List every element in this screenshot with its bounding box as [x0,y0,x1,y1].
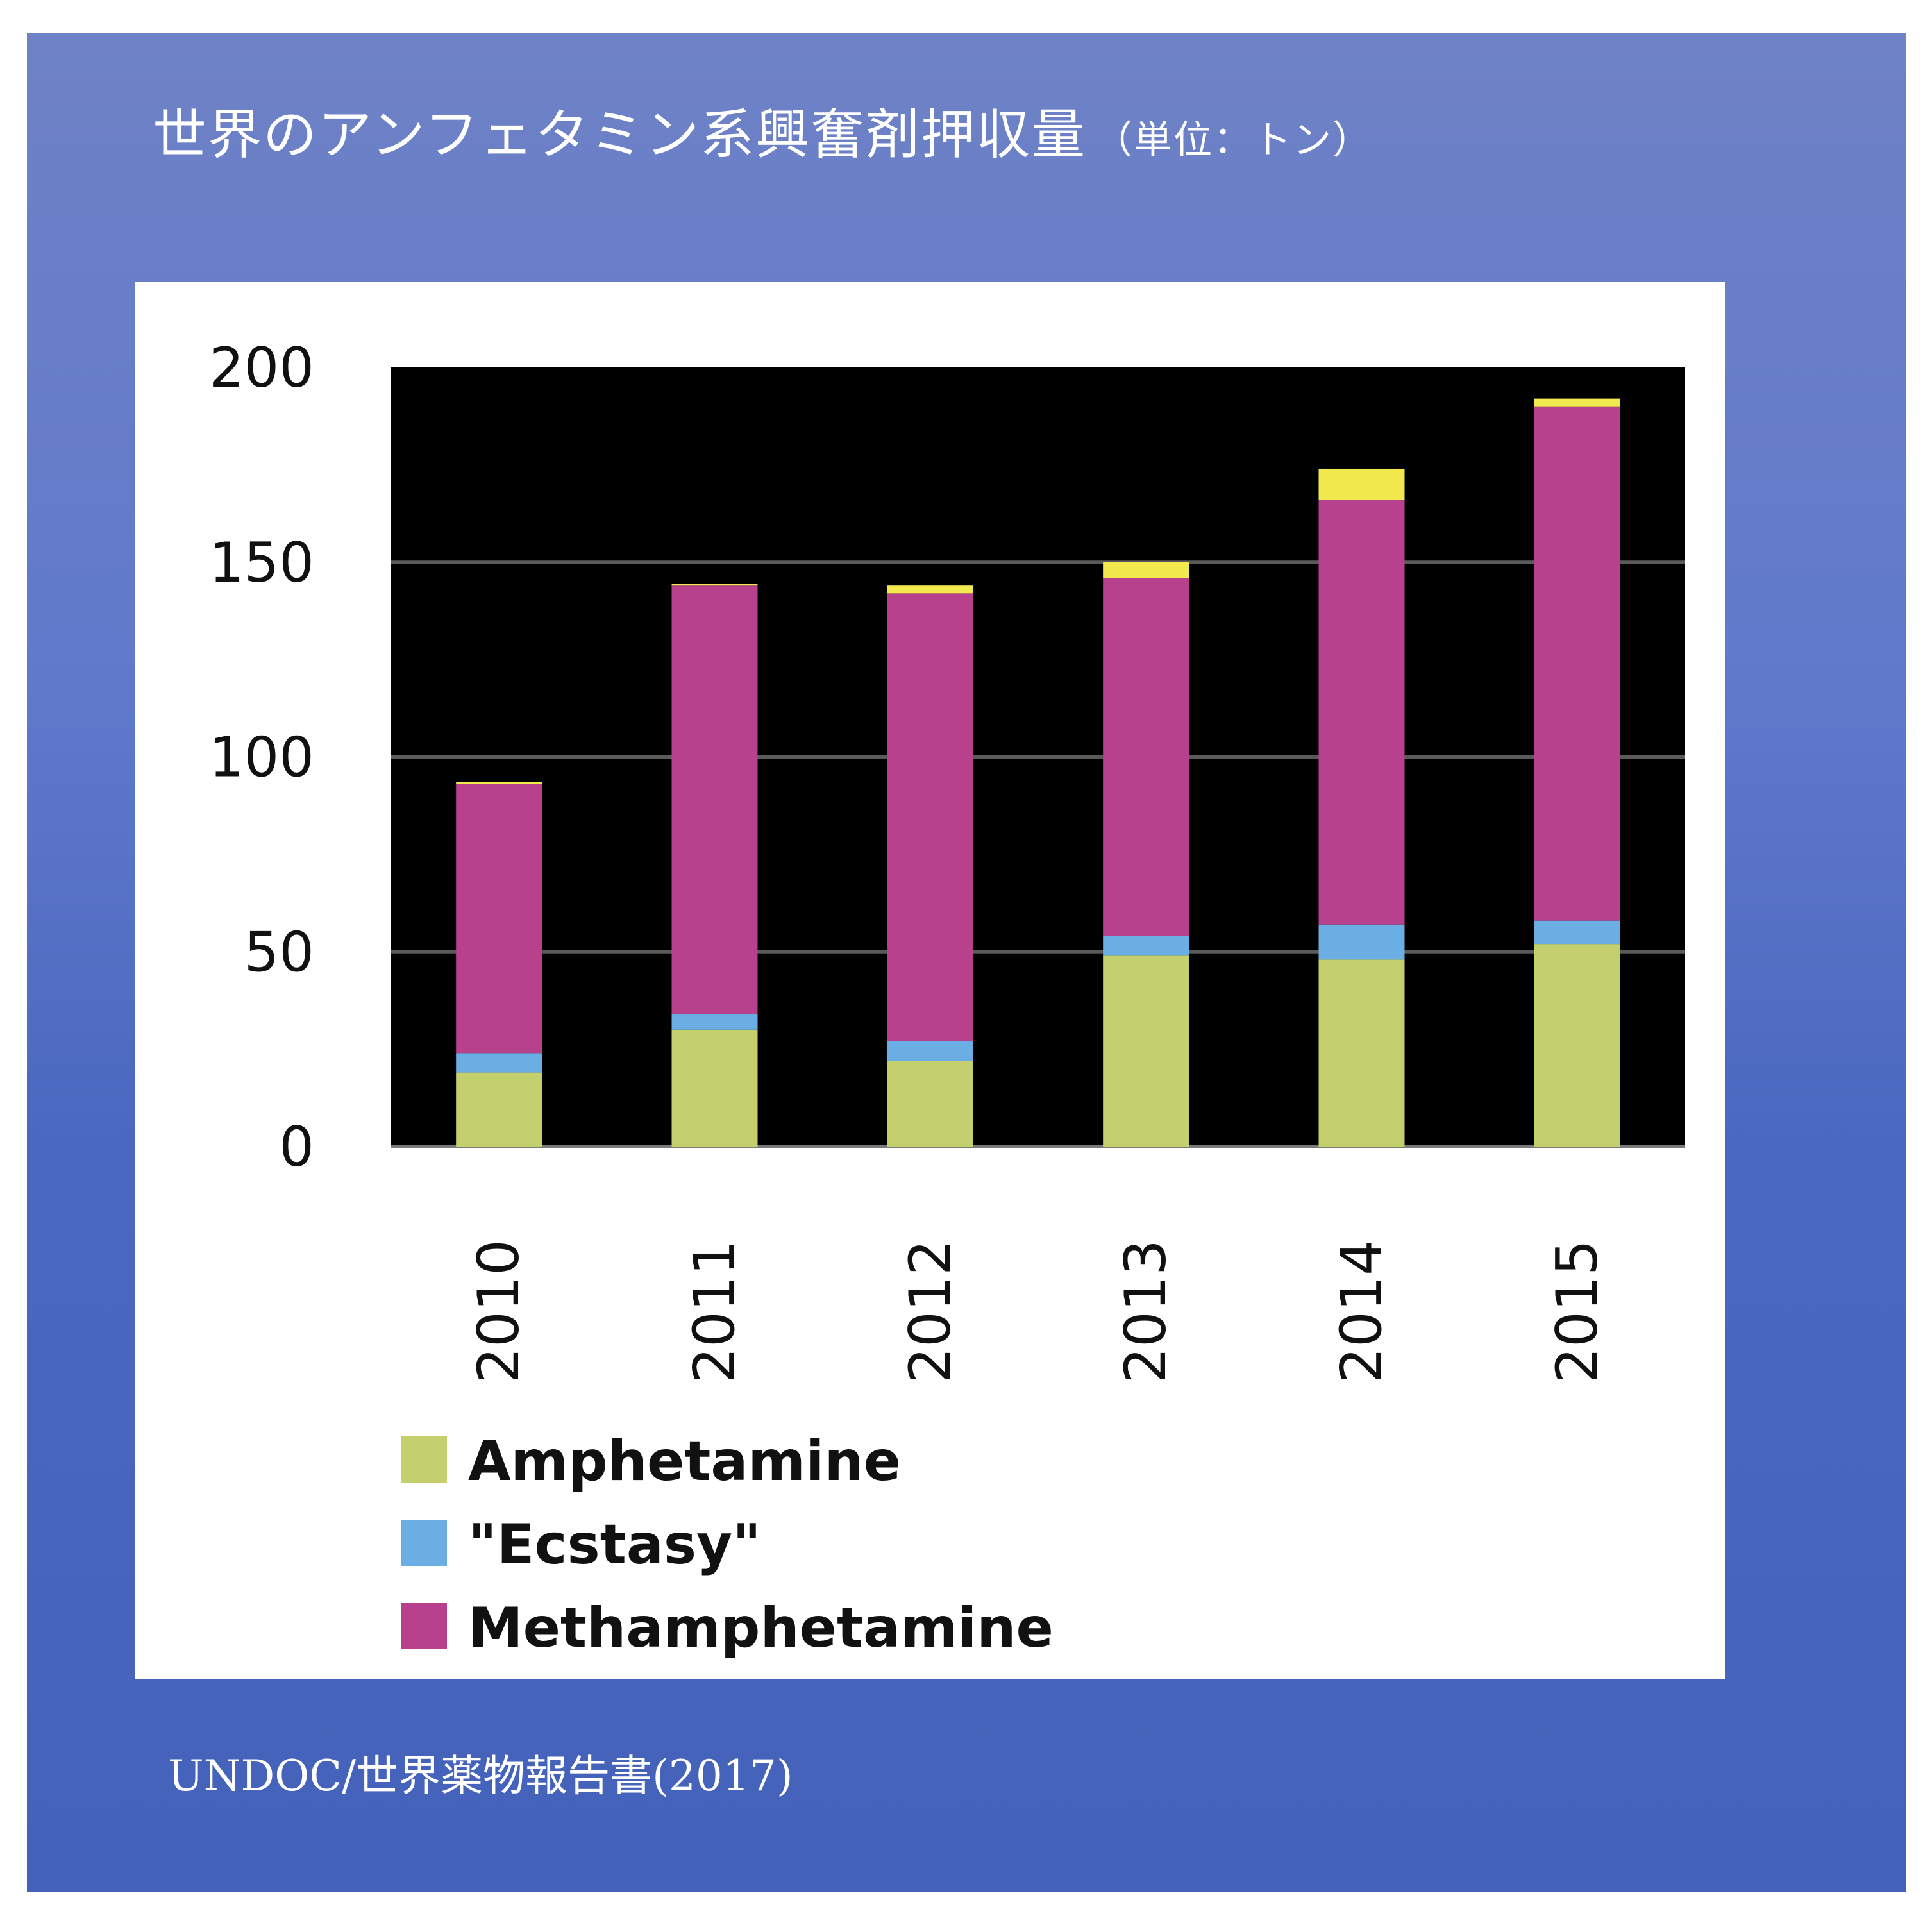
bar-ecstasy-2015 [1534,920,1620,945]
legend-swatch [401,1436,447,1483]
bar-nonspecifiedats-2010 [456,782,542,785]
x-tick-label: 2013 [1113,1240,1179,1383]
legend-swatch [401,1520,447,1566]
y-tick-label: 50 [244,920,314,984]
x-tick-label: 2010 [466,1240,532,1383]
title-unit: （単位：トン） [1094,118,1373,163]
bar-methamphetamine-2015 [1534,406,1620,921]
bar-amphetamine-2010 [456,1072,542,1147]
legend-label: Methamphetamine [468,1596,1054,1660]
bar-ecstasy-2014 [1318,924,1405,960]
bar-amphetamine-2014 [1318,959,1405,1147]
bar-ecstasy-2012 [887,1041,973,1061]
y-tick-label: 200 [209,336,314,400]
x-tick-label: 2011 [682,1240,748,1383]
bar-nonspecifiedats-2014 [1318,468,1405,500]
stacked-bar-chart: 0 50 100 150 200 2010 2011 2012 2013 2014 2015 Amph… [209,336,1685,1660]
bar-methamphetamine-2012 [887,593,973,1041]
bar-methamphetamine-2013 [1103,578,1189,936]
bar-methamphetamine-2014 [1318,500,1405,925]
y-tick-label: 0 [279,1115,314,1179]
bar-nonspecifiedats-2011 [671,584,758,586]
bar-nonspecifiedats-2012 [887,585,973,594]
legend-label: Amphetamine [468,1429,901,1493]
bar-ecstasy-2013 [1103,936,1189,956]
source-citation: UNDOC/世界薬物報告書(2017) [168,1751,793,1801]
bar-ecstasy-2011 [671,1014,758,1030]
bar-amphetamine-2015 [1534,944,1620,1147]
y-tick-label: 100 [209,726,314,790]
legend-label: "Ecstasy" [468,1513,761,1577]
bar-ecstasy-2010 [456,1053,542,1073]
bar-methamphetamine-2011 [671,585,758,1014]
bar-methamphetamine-2010 [456,784,542,1054]
bar-nonspecifiedats-2013 [1103,562,1189,578]
bar-amphetamine-2012 [887,1061,973,1147]
x-tick-label: 2012 [897,1240,963,1383]
bar-amphetamine-2013 [1103,955,1189,1147]
title-text: 世界のアンフェタミン系興奮剤押収量 [153,103,1087,166]
x-tick-label: 2015 [1544,1240,1610,1383]
x-tick-label: 2014 [1329,1240,1395,1383]
legend-swatch [401,1603,447,1649]
y-tick-label: 150 [209,531,314,595]
page-title: 世界のアンフェタミン系興奮剤押収量 （単位：トン） [153,96,1372,179]
bar-nonspecifiedats-2015 [1534,398,1620,407]
bar-amphetamine-2011 [671,1029,758,1147]
chart-card: 0 50 100 150 200 2010 2011 2012 2013 2014 2015 Amph… [135,282,1725,1679]
